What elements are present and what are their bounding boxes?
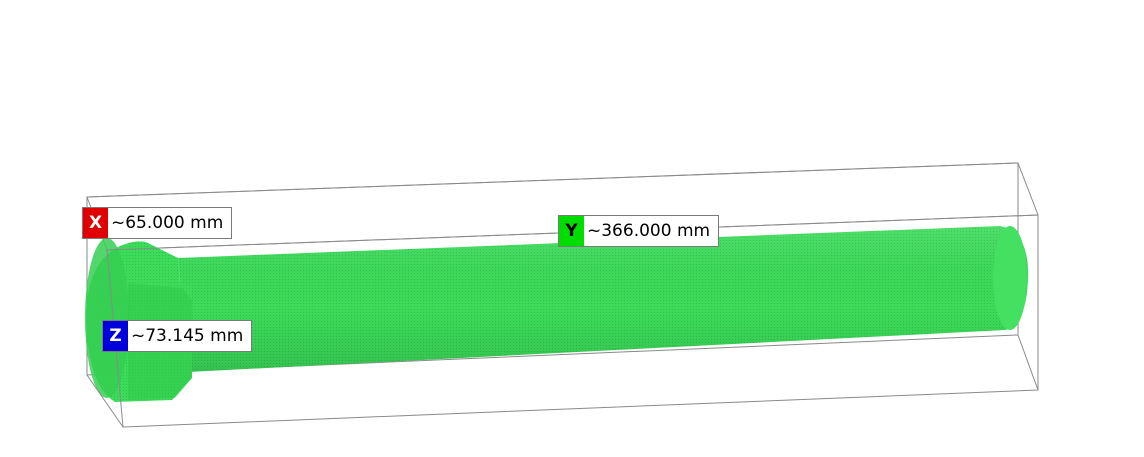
bounding-box-front [86,214,1039,428]
shaft-model[interactable] [85,226,1029,402]
dimension-value-y: ~366.000 mm [587,221,711,241]
head-face [85,238,129,398]
dimension-value-z: ~73.145 mm [131,326,244,346]
dimension-label-y: Y ~366.000 mm [558,215,720,247]
axis-tag-y: Y [559,216,584,246]
dimension-label-x: X ~65.000 mm [82,207,233,239]
axis-tag-z: Z [103,321,128,351]
shaft-end-cap [993,226,1027,330]
dimension-value-x: ~65.000 mm [111,213,224,233]
axis-tag-x: X [83,208,108,238]
dimension-label-z: Z ~73.145 mm [102,320,253,352]
